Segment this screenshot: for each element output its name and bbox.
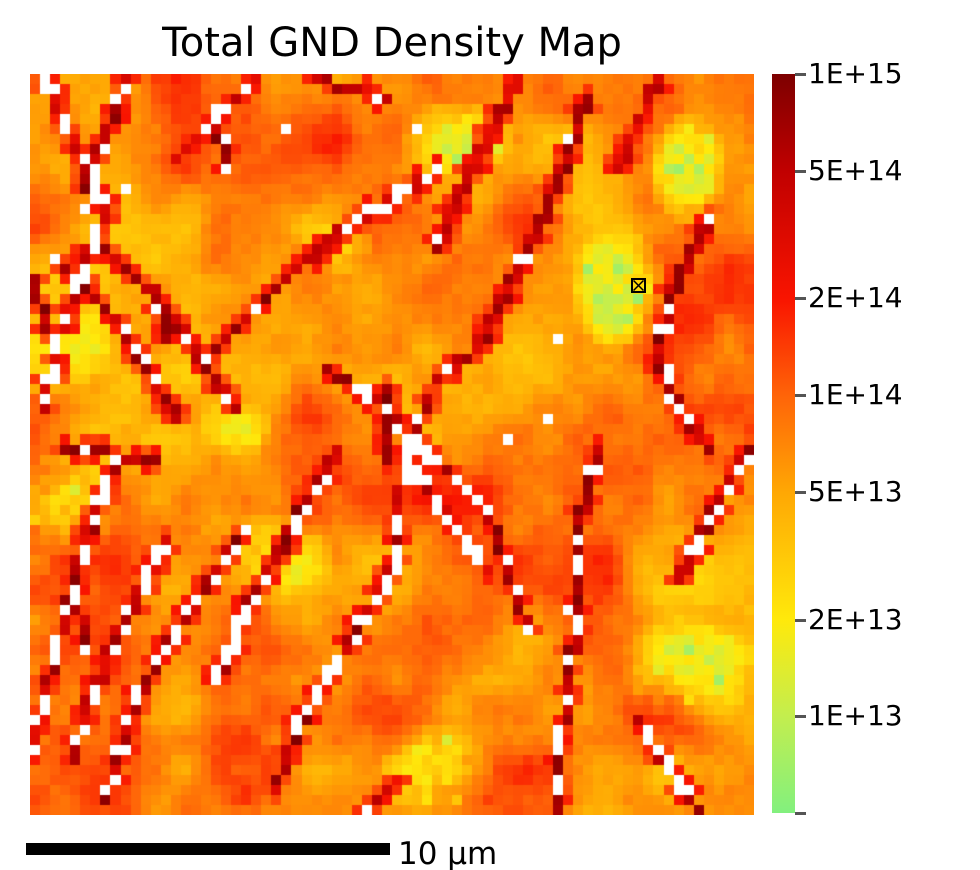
colorbar-tick-label: 1E+15 bbox=[808, 57, 903, 90]
selected-point-marker bbox=[630, 277, 646, 293]
colorbar-tick bbox=[795, 394, 806, 398]
colorbar-tick bbox=[795, 169, 806, 173]
colorbar-tick bbox=[795, 618, 806, 622]
colorbar-tick bbox=[795, 812, 806, 815]
colorbar-tick-label: 5E+13 bbox=[808, 474, 903, 508]
colorbar-gradient bbox=[772, 74, 795, 813]
gnd-density-heatmap bbox=[30, 74, 754, 815]
colorbar-tick-label: 5E+14 bbox=[808, 153, 903, 187]
colorbar: 1E+15 5E+14 2E+14 1E+14 5E+13 2E+13 1E+13 bbox=[772, 60, 977, 815]
scale-bar-label: 10 µm bbox=[398, 836, 498, 870]
colorbar-tick-label: 2E+13 bbox=[808, 602, 903, 636]
colorbar-tick bbox=[795, 297, 806, 301]
colorbar-tick-label: 1E+14 bbox=[808, 378, 903, 412]
colorbar-tick bbox=[795, 73, 806, 76]
colorbar-tick-label: 1E+13 bbox=[808, 699, 903, 733]
x-cross-icon bbox=[632, 279, 644, 291]
figure-title: Total GND Density Map bbox=[162, 20, 622, 66]
scale-bar bbox=[26, 843, 390, 855]
colorbar-tick-label: 2E+14 bbox=[808, 281, 903, 315]
colorbar-tick bbox=[795, 715, 806, 719]
colorbar-tick bbox=[795, 490, 806, 494]
